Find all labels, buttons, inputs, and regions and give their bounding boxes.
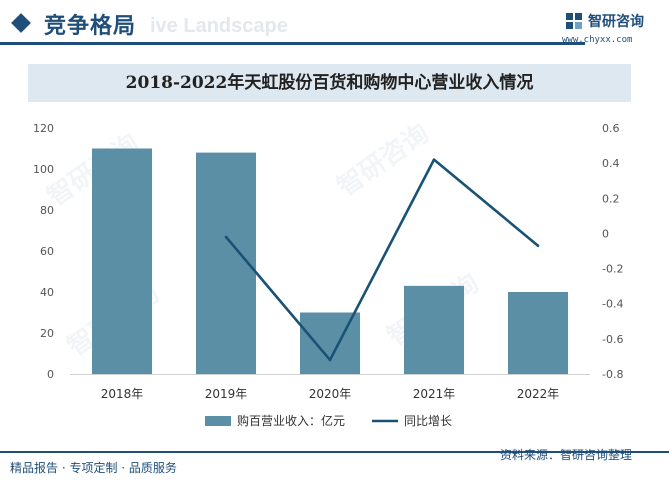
y-right-tick-label: 0.4 xyxy=(602,157,620,170)
x-tick-label: 2018年 xyxy=(101,387,144,401)
chart-title: 2018-2022年天虹股份百货和购物中心营业收入情况 xyxy=(125,73,534,93)
x-tick-label: 2020年 xyxy=(309,387,352,401)
y-left-tick-label: 20 xyxy=(40,327,54,340)
ghost-subtitle: ive Landscape xyxy=(150,15,288,37)
legend-bar-label: 购百营业收入：亿元 xyxy=(237,413,345,428)
y-left-tick-label: 120 xyxy=(33,122,54,135)
section-title: 竞争格局 xyxy=(44,14,137,39)
growth-point xyxy=(432,158,436,161)
legend-line-label: 同比增长 xyxy=(404,414,452,428)
y-left-tick-label: 100 xyxy=(33,163,54,176)
source-text: 资料来源：智研咨询整理 xyxy=(500,448,633,462)
bar xyxy=(196,152,256,374)
logo-icon xyxy=(566,13,582,29)
footer-divider xyxy=(0,451,669,453)
y-right-tick-label: -0.4 xyxy=(602,298,623,311)
chart-title-band xyxy=(28,64,631,102)
logo-url: www.chyxx.com xyxy=(562,35,633,45)
y-right-tick-label: -0.8 xyxy=(602,368,623,381)
x-tick-label: 2019年 xyxy=(205,387,248,401)
x-tick-label: 2022年 xyxy=(517,387,560,401)
y-left-tick-label: 0 xyxy=(47,368,54,381)
y-left-tick-label: 40 xyxy=(40,286,54,299)
combo-chart: 0 20 40 60 80 100 120 -0.8 -0.6 -0.4 -0.2 0 0.2 0.4 0.… xyxy=(33,122,623,428)
y-right-tick-label: 0.6 xyxy=(602,122,620,135)
header-underline xyxy=(0,42,585,45)
growth-point xyxy=(536,244,540,248)
logo-name: 智研咨询 xyxy=(588,14,644,30)
x-tick-label: 2021年 xyxy=(413,387,456,401)
y-left-tick-label: 60 xyxy=(40,245,54,258)
growth-point xyxy=(328,358,332,362)
y-right-tick-label: -0.6 xyxy=(602,333,623,346)
bar xyxy=(508,292,568,374)
y-right-tick-label: 0 xyxy=(602,227,609,240)
header: ive Landscape 竞争格局 智研咨询 www.chyxx.com xyxy=(0,0,669,48)
y-right-tick-label: -0.2 xyxy=(602,263,623,276)
y-left-tick-label: 80 xyxy=(40,204,54,217)
legend-bar-swatch xyxy=(205,416,231,426)
footer-tagline: 精品报告 · 专项定制 · 品质服务 xyxy=(10,461,177,475)
growth-point xyxy=(224,235,228,239)
bar xyxy=(404,285,464,374)
bar xyxy=(92,148,152,374)
y-right-tick-label: 0.2 xyxy=(602,192,620,205)
growth-line xyxy=(225,158,539,362)
